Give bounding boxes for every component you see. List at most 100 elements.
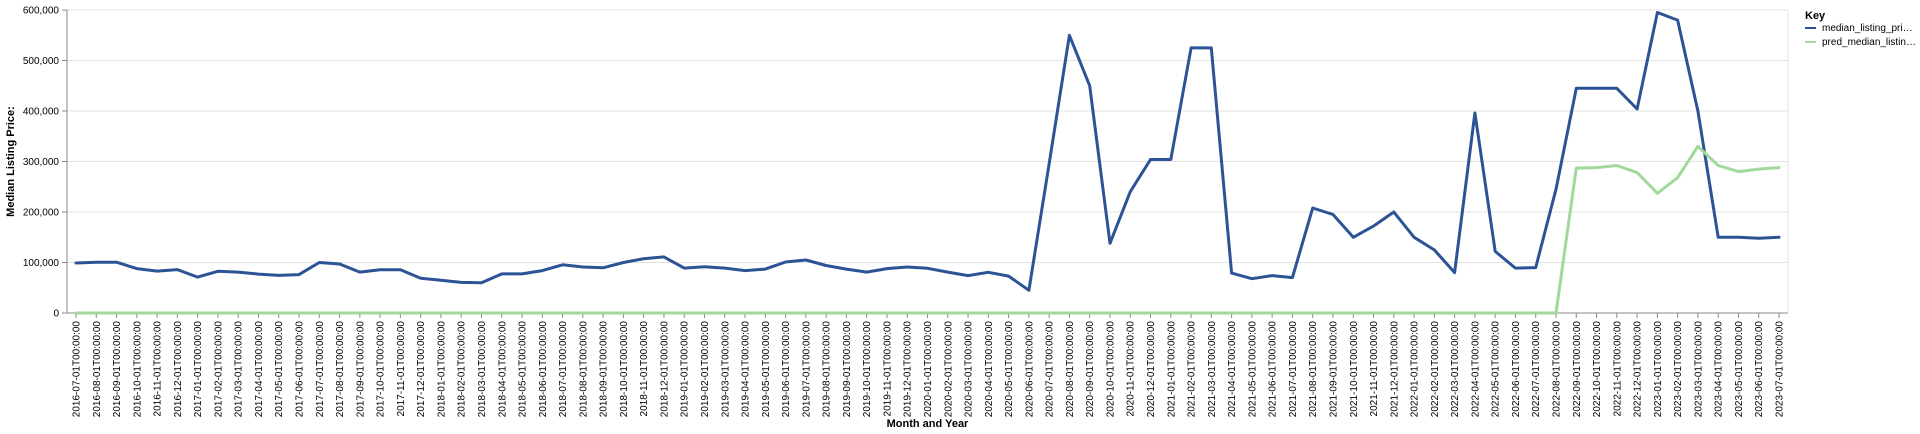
x-tick-label: 2022-12-01T00:00:00: [1633, 321, 1644, 418]
x-tick-label: 2022-02-01T00:00:00: [1430, 321, 1441, 418]
x-tick-label: 2017-06-01T00:00:00: [295, 321, 306, 418]
x-tick-label: 2017-08-01T00:00:00: [335, 321, 346, 418]
x-tick-label: 2022-08-01T00:00:00: [1551, 321, 1562, 418]
x-tick-label: 2016-09-01T00:00:00: [112, 321, 123, 418]
x-tick-label: 2017-04-01T00:00:00: [254, 321, 265, 418]
x-tick-label: 2020-02-01T00:00:00: [943, 321, 954, 418]
x-tick-label: 2023-01-01T00:00:00: [1653, 321, 1664, 418]
series-line: [74, 144, 1781, 315]
y-tick-label: 200,000: [23, 208, 60, 219]
x-tick-label: 2018-11-01T00:00:00: [639, 321, 650, 417]
x-tick-label: 2019-05-01T00:00:00: [761, 321, 772, 418]
x-tick-label: 2016-08-01T00:00:00: [92, 321, 103, 418]
x-tick-label: 2020-01-01T00:00:00: [923, 321, 934, 418]
legend: Key median_listing_pri… pred_median_listi…: [1805, 10, 1916, 48]
x-tick-label: 2019-08-01T00:00:00: [822, 321, 833, 418]
x-tick-label: 2017-09-01T00:00:00: [355, 321, 366, 418]
y-axis: 0 100,000 200,000 300,000 400,000 500,000 600,…: [23, 6, 67, 320]
x-tick-label: 2020-09-01T00:00:00: [1085, 321, 1096, 418]
x-tick-label: 2021-10-01T00:00:00: [1349, 321, 1360, 418]
x-tick-label: 2022-04-01T00:00:00: [1470, 321, 1481, 418]
x-tick-label: 2023-05-01T00:00:00: [1734, 321, 1745, 418]
x-tick-label: 2020-11-01T00:00:00: [1126, 321, 1137, 417]
x-tick-label: 2019-02-01T00:00:00: [700, 321, 711, 418]
x-tick-label: 2019-09-01T00:00:00: [842, 321, 853, 418]
x-tick-label: 2019-01-01T00:00:00: [680, 321, 691, 418]
x-tick-label: 2019-07-01T00:00:00: [801, 321, 812, 418]
x-tick-label: 2023-07-01T00:00:00: [1775, 321, 1786, 418]
x-tick-label: 2020-08-01T00:00:00: [1065, 321, 1076, 418]
x-tick-label: 2019-03-01T00:00:00: [720, 321, 731, 418]
y-tick-label: 600,000: [23, 6, 60, 17]
x-tick-label: 2017-05-01T00:00:00: [274, 321, 285, 418]
x-tick-label: 2017-12-01T00:00:00: [416, 321, 427, 418]
legend-title: Key: [1805, 10, 1826, 22]
x-tick-label: 2022-05-01T00:00:00: [1491, 321, 1502, 418]
x-tick-label: 2021-08-01T00:00:00: [1308, 321, 1319, 418]
x-tick-label: 2018-05-01T00:00:00: [518, 321, 529, 418]
y-tick-label: 100,000: [23, 258, 60, 269]
x-tick-label: 2018-03-01T00:00:00: [477, 321, 488, 418]
x-tick-label: 2017-01-01T00:00:00: [193, 321, 204, 418]
x-tick-label: 2016-12-01T00:00:00: [173, 321, 184, 418]
x-tick-label: 2016-10-01T00:00:00: [132, 321, 143, 418]
x-tick-label: 2023-06-01T00:00:00: [1754, 321, 1765, 418]
x-axis: 2016-07-01T00:00:00 2016-08-01T00:00:00 20…: [72, 313, 1786, 417]
x-tick-label: 2021-05-01T00:00:00: [1247, 321, 1258, 418]
x-tick-label: 2017-11-01T00:00:00: [396, 321, 407, 417]
x-tick-label: 2021-11-01T00:00:00: [1369, 321, 1380, 417]
y-tick-label: 300,000: [23, 157, 60, 168]
y-tick-label: 400,000: [23, 107, 60, 118]
x-tick-label: 2018-12-01T00:00:00: [659, 321, 670, 418]
x-tick-label: 2020-12-01T00:00:00: [1146, 321, 1157, 418]
series-lines: [74, 11, 1781, 315]
x-tick-label: 2016-07-01T00:00:00: [72, 321, 83, 418]
legend-label: pred_median_listin…: [1822, 37, 1916, 48]
x-axis-title: Month and Year: [887, 418, 969, 430]
x-tick-label: 2018-02-01T00:00:00: [457, 321, 468, 418]
x-tick-label: 2021-04-01T00:00:00: [1227, 321, 1238, 418]
x-tick-label: 2023-04-01T00:00:00: [1714, 321, 1725, 418]
x-tick-label: 2017-07-01T00:00:00: [315, 321, 326, 418]
x-tick-label: 2020-06-01T00:00:00: [1024, 321, 1035, 418]
x-tick-label: 2019-10-01T00:00:00: [862, 321, 873, 418]
x-tick-label: 2016-11-01T00:00:00: [153, 321, 164, 417]
x-tick-label: 2018-07-01T00:00:00: [558, 321, 569, 418]
x-tick-label: 2018-01-01T00:00:00: [436, 321, 447, 418]
x-tick-label: 2018-06-01T00:00:00: [538, 321, 549, 418]
y-axis-title: Median Listing Price:: [5, 106, 17, 217]
x-tick-label: 2021-03-01T00:00:00: [1207, 321, 1218, 418]
x-tick-label: 2021-06-01T00:00:00: [1268, 321, 1279, 418]
x-tick-label: 2022-06-01T00:00:00: [1511, 321, 1522, 418]
x-tick-label: 2017-03-01T00:00:00: [234, 321, 245, 418]
series-line: [74, 11, 1781, 292]
x-tick-label: 2019-06-01T00:00:00: [781, 321, 792, 418]
legend-label: median_listing_pri…: [1822, 23, 1913, 34]
x-tick-label: 2022-11-01T00:00:00: [1612, 321, 1623, 417]
y-tick-label: 500,000: [23, 56, 60, 67]
x-tick-label: 2022-01-01T00:00:00: [1410, 321, 1421, 418]
x-tick-label: 2022-10-01T00:00:00: [1592, 321, 1603, 418]
gridlines: [67, 9, 1788, 314]
x-tick-label: 2020-05-01T00:00:00: [1004, 321, 1015, 418]
x-tick-label: 2021-12-01T00:00:00: [1389, 321, 1400, 418]
x-tick-label: 2022-07-01T00:00:00: [1531, 321, 1542, 418]
x-tick-label: 2017-10-01T00:00:00: [376, 321, 387, 418]
x-tick-label: 2020-04-01T00:00:00: [984, 321, 995, 418]
x-tick-label: 2022-03-01T00:00:00: [1450, 321, 1461, 418]
x-tick-label: 2017-02-01T00:00:00: [213, 321, 224, 418]
x-tick-label: 2018-04-01T00:00:00: [497, 321, 508, 418]
x-tick-label: 2020-03-01T00:00:00: [964, 321, 975, 418]
y-tick-label: 0: [53, 309, 59, 320]
x-tick-label: 2018-08-01T00:00:00: [578, 321, 589, 418]
x-tick-label: 2021-02-01T00:00:00: [1187, 321, 1198, 418]
x-tick-label: 2020-10-01T00:00:00: [1105, 321, 1116, 418]
x-tick-label: 2018-10-01T00:00:00: [619, 321, 630, 418]
x-tick-label: 2019-11-01T00:00:00: [882, 321, 893, 417]
x-tick-label: 2021-01-01T00:00:00: [1166, 321, 1177, 418]
x-tick-label: 2020-07-01T00:00:00: [1045, 321, 1056, 418]
x-tick-label: 2018-09-01T00:00:00: [599, 321, 610, 418]
x-tick-label: 2021-07-01T00:00:00: [1288, 321, 1299, 418]
x-tick-label: 2019-12-01T00:00:00: [903, 321, 914, 418]
